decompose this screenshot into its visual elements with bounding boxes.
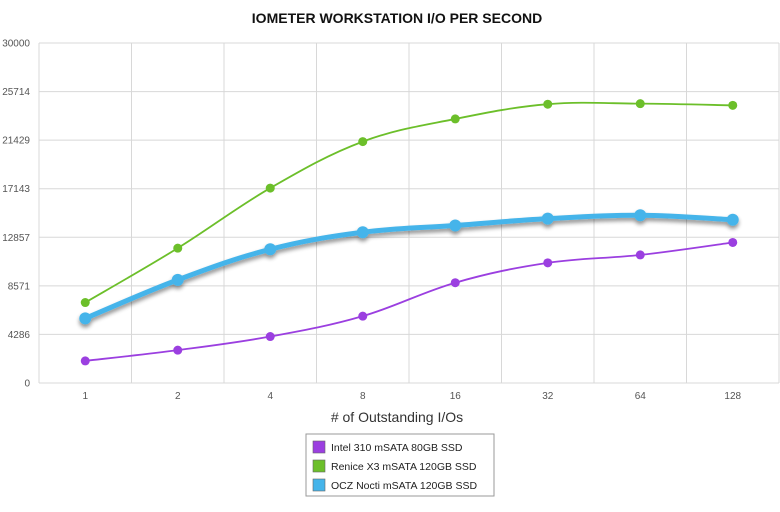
- data-point: [450, 278, 460, 288]
- series-intel: [80, 237, 738, 366]
- y-axis-ticks: 0 4286 8571 12857 17143 21429 25714 30000: [2, 39, 30, 390]
- data-point: [358, 311, 368, 321]
- data-point: [171, 273, 184, 286]
- data-point: [450, 114, 460, 124]
- legend-box: [305, 433, 495, 497]
- data-point: [358, 137, 368, 147]
- y-tick-label: 30000: [2, 39, 30, 50]
- data-point: [635, 250, 645, 260]
- series-renice: [80, 99, 738, 308]
- data-point: [728, 237, 738, 247]
- x-tick-label: 32: [542, 391, 554, 402]
- data-point: [80, 356, 90, 366]
- data-point: [265, 332, 275, 342]
- data-point: [543, 258, 553, 268]
- data-point: [449, 219, 462, 232]
- x-tick-label: 16: [450, 391, 462, 402]
- series-ocz: [79, 209, 739, 325]
- data-point: [635, 99, 645, 109]
- y-tick-label: 8571: [8, 281, 31, 292]
- data-point: [356, 226, 369, 239]
- x-axis-label: # of Outstanding I/Os: [331, 409, 463, 425]
- x-tick-label: 64: [635, 391, 647, 402]
- x-tick-label: 2: [175, 391, 181, 402]
- x-tick-label: 128: [724, 391, 741, 402]
- legend-swatch: [312, 459, 326, 473]
- data-point: [173, 243, 183, 253]
- chart-title: IOMETER WORKSTATION I/O PER SECOND: [252, 10, 542, 26]
- series-line-intel: [84, 241, 734, 362]
- data-point: [265, 183, 275, 193]
- data-point: [634, 209, 647, 222]
- data-point: [541, 212, 554, 225]
- data-point: [173, 345, 183, 355]
- x-axis-ticks: 1 2 4 8 16 32 64 128: [82, 391, 741, 402]
- legend-label: OCZ Nocti mSATA 120GB SSD: [331, 480, 477, 492]
- legend: Intel 310 mSATA 80GB SSD Renice X3 mSATA …: [305, 433, 495, 497]
- x-tick-label: 8: [360, 391, 366, 402]
- legend-swatch: [312, 478, 326, 492]
- data-point: [728, 100, 738, 110]
- y-tick-label: 0: [24, 379, 30, 390]
- series-line-renice: [84, 101, 734, 304]
- y-tick-label: 4286: [8, 330, 31, 341]
- legend-label: Renice X3 mSATA 120GB SSD: [331, 461, 477, 473]
- data-point: [264, 243, 277, 256]
- legend-swatch: [312, 440, 326, 454]
- x-tick-label: 4: [267, 391, 273, 402]
- y-tick-label: 25714: [2, 87, 30, 98]
- data-point: [726, 213, 739, 226]
- data-point: [543, 99, 553, 109]
- series-lines: [79, 99, 739, 366]
- data-point: [80, 298, 90, 308]
- data-point: [79, 312, 92, 325]
- y-tick-label: 12857: [2, 233, 30, 244]
- legend-label: Intel 310 mSATA 80GB SSD: [331, 442, 463, 454]
- x-tick-label: 1: [82, 391, 88, 402]
- y-tick-label: 17143: [2, 184, 30, 195]
- y-tick-label: 21429: [2, 136, 30, 147]
